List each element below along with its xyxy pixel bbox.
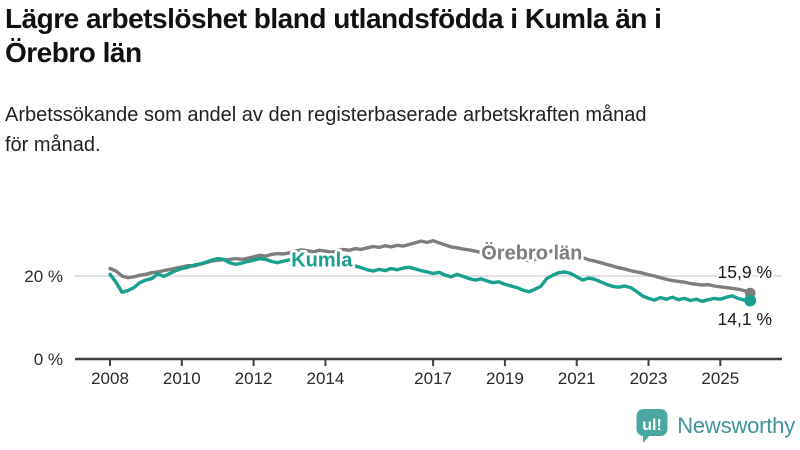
series-line-orebro [108,239,752,295]
series-label-orebro: Örebro län [481,241,582,264]
logo-bubble-tail [643,433,653,443]
y-tick-label-0: 0 % [34,350,63,369]
newsworthy-logo-label: Newsworthy [677,412,795,438]
logo-bars-glyph: ul! [642,417,662,434]
title-line-2: Örebro län [5,37,142,68]
x-tick-label-2019: 2019 [486,369,524,388]
x-tick-label-2008: 2008 [91,369,129,388]
y-tick-label-20: 20 % [24,267,63,286]
end-dot-orebro [744,287,756,299]
page-title: Lägre arbetslöshet bland utlandsfödda i … [5,2,797,70]
x-tick-label-2021: 2021 [558,369,596,388]
x-tick-label-2012: 2012 [235,369,273,388]
end-value-label-orebro: 15,9 % [718,262,772,282]
subtitle-line-1: Arbetssökande som andel av den registerb… [5,104,647,126]
subtitle-line-2: för månad. [5,134,101,156]
x-tick-label-2017: 2017 [414,369,452,388]
end-value-label-kumla: 14,1 % [718,309,772,329]
x-tick-label-2014: 2014 [306,369,344,388]
chart-header: Lägre arbetslöshet bland utlandsfödda i … [5,2,797,160]
title-line-1: Lägre arbetslöshet bland utlandsfödda i … [5,3,662,34]
newsworthy-logo[interactable]: ul! Newsworthy [635,407,795,444]
x-tick-label-2025: 2025 [701,369,739,388]
newsworthy-logo-icon: ul! [636,409,668,443]
x-tick-label-2023: 2023 [630,369,668,388]
series-line-kumla [108,256,752,303]
x-tick-label-2010: 2010 [163,369,201,388]
end-dot-kumla [744,294,757,307]
chart-subtitle: Arbetssökande som andel av den registerb… [5,100,797,160]
logo-bubble [636,409,668,436]
series-label-kumla: Kumla [291,249,353,271]
